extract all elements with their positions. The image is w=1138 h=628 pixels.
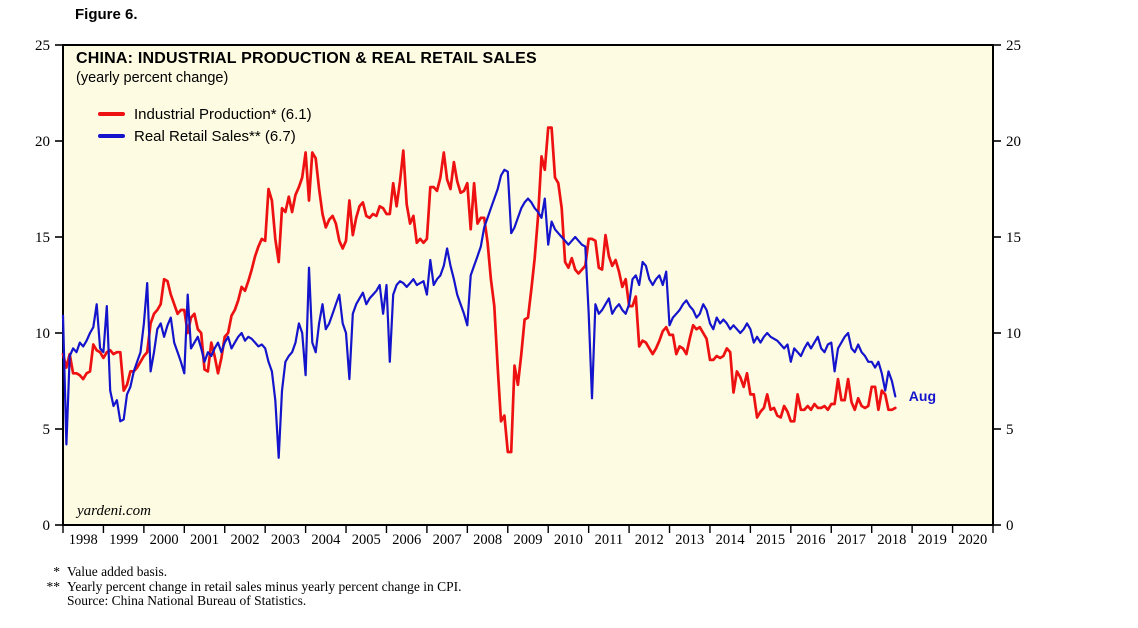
- last-point-label: Aug: [908, 388, 936, 405]
- chart-title: CHINA: INDUSTRIAL PRODUCTION & REAL RETA…: [76, 50, 537, 67]
- y-axis-label-right: 20: [1006, 134, 1021, 150]
- x-axis-label: 1999: [109, 532, 138, 548]
- x-axis-label: 2013: [675, 532, 704, 548]
- x-axis-label: 2007: [433, 532, 462, 548]
- x-axis-label: 2016: [797, 532, 826, 548]
- y-axis-label-left: 5: [43, 422, 51, 438]
- x-axis-label: 2019: [918, 532, 947, 548]
- x-axis-label: 2004: [311, 532, 341, 548]
- x-axis-label: 2002: [230, 532, 259, 548]
- x-axis-label: 2000: [150, 532, 179, 548]
- watermark: yardeni.com: [77, 503, 152, 519]
- red-line-swatch: [98, 112, 125, 116]
- footnote-1-text: Value added basis.: [67, 564, 168, 579]
- y-axis-label-right: 5: [1006, 422, 1014, 438]
- y-axis-label-left: 15: [35, 230, 50, 246]
- x-axis-label: 2005: [352, 532, 381, 548]
- footnote-1-marker: *: [53, 564, 60, 579]
- footnote-1: * Value added basis.: [40, 564, 462, 580]
- y-axis-label-right: 0: [1006, 518, 1014, 534]
- y-axis-label-left: 25: [35, 38, 50, 54]
- y-axis-label-left: 10: [35, 326, 50, 342]
- y-axis-label-right: 25: [1006, 38, 1021, 54]
- legend-label-real-retail-sales: Real Retail Sales** (6.7): [134, 127, 296, 145]
- x-axis-label: 2010: [554, 532, 583, 548]
- footnote-source-marker: [40, 594, 67, 609]
- y-axis-label-right: 10: [1006, 326, 1021, 342]
- footnote-2: ** Yearly percent change in retail sales…: [40, 578, 462, 595]
- x-axis-label: 2008: [473, 532, 502, 548]
- legend-label-industrial-production: Industrial Production* (6.1): [134, 105, 312, 123]
- figure-label: Figure 6.: [75, 6, 138, 23]
- x-axis-label: 2017: [837, 532, 866, 548]
- legend-item-real-retail-sales: Real Retail Sales** (6.7): [98, 125, 312, 147]
- footnote-source: Source: China National Bureau of Statist…: [40, 593, 462, 609]
- x-axis-label: 2015: [756, 532, 785, 548]
- x-axis-label: 2009: [514, 532, 543, 548]
- chart-subtitle: (yearly percent change): [76, 70, 229, 86]
- footnote-2-marker: **: [46, 578, 61, 594]
- footnotes: * Value added basis. ** Yearly percent c…: [40, 564, 462, 609]
- industrial-production-line: [61, 126, 897, 454]
- x-axis-label: 2006: [392, 532, 421, 548]
- legend-item-industrial-production: Industrial Production* (6.1): [98, 103, 312, 125]
- footnote-2-text: Yearly percent change in retail sales mi…: [67, 578, 462, 594]
- y-axis-label-left: 0: [43, 518, 51, 534]
- x-axis-label: 2020: [958, 532, 987, 548]
- x-axis-label: 2003: [271, 532, 300, 548]
- blue-line-swatch: [98, 134, 125, 138]
- footnote-source-text: Source: China National Bureau of Statist…: [67, 593, 307, 608]
- real-retail-sales-line: [61, 168, 897, 459]
- plot-frame: [62, 44, 994, 526]
- x-axis-label: 2014: [716, 532, 746, 548]
- y-axis-label-left: 20: [35, 134, 50, 150]
- x-axis-label: 1998: [69, 532, 98, 548]
- x-axis-label: 2018: [877, 532, 906, 548]
- x-axis-label: 2012: [635, 532, 664, 548]
- y-axis-label-right: 15: [1006, 230, 1021, 246]
- x-axis-label: 2001: [190, 532, 219, 548]
- legend: Industrial Production* (6.1) Real Retail…: [98, 103, 312, 147]
- x-axis-label: 2011: [595, 532, 623, 548]
